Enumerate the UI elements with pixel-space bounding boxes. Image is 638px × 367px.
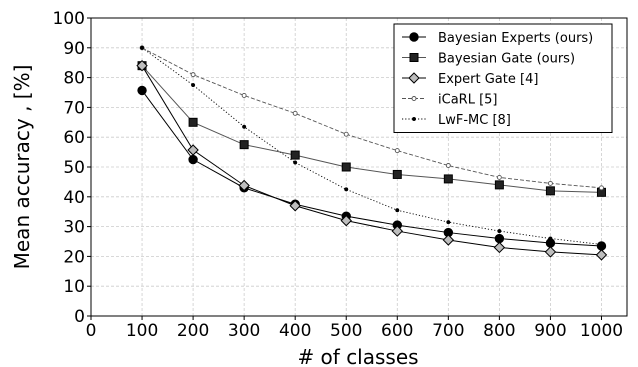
data-point: [392, 169, 402, 179]
data-point: [547, 180, 553, 186]
x-tick-label: 1000: [580, 321, 623, 341]
series-line: [141, 47, 602, 245]
data-point: [136, 59, 148, 72]
x-tick-label: 900: [534, 321, 566, 341]
y-tick-label: 40: [63, 188, 85, 208]
data-point: [409, 32, 419, 42]
data-point: [445, 163, 451, 168]
data-point: [188, 154, 198, 165]
data-point: [496, 174, 502, 180]
x-tick-label: 600: [381, 321, 413, 341]
data-point: [344, 187, 349, 192]
series-3: [136, 59, 608, 261]
data-point: [411, 116, 417, 122]
legend-label: iCaRL [5]: [438, 93, 497, 108]
data-point: [599, 242, 604, 247]
series-line: [141, 65, 602, 256]
y-tick-label: 70: [63, 98, 85, 118]
x-tick-label: 0: [86, 321, 97, 341]
data-point: [494, 233, 505, 244]
data-point: [595, 249, 608, 261]
data-point: [191, 83, 196, 88]
x-tick-label: 700: [432, 321, 464, 341]
data-point: [241, 93, 247, 98]
data-point: [599, 185, 604, 191]
data-point: [290, 150, 300, 160]
axes: 0 100 200 300 400 500 600 700 800 900 1000 0 10 20 30 4…: [53, 9, 628, 341]
y-tick-label: 90: [63, 39, 85, 59]
data-point: [187, 144, 199, 156]
legend-label: Expert Gate [4]: [438, 72, 538, 87]
y-tick-label: 20: [63, 247, 85, 267]
legend: Bayesian Experts (ours) Bayesian Gate (ou…: [393, 23, 613, 133]
data-point: [242, 124, 247, 129]
data-point: [442, 234, 455, 246]
data-point: [238, 179, 250, 192]
data-point: [391, 225, 403, 237]
data-point: [343, 131, 349, 137]
data-point: [548, 236, 553, 241]
series-line: [141, 65, 602, 193]
data-point: [545, 186, 555, 196]
series-line: [141, 90, 602, 247]
x-tick-label: 300: [228, 321, 260, 341]
y-tick-label: 30: [63, 218, 85, 238]
data-point: [544, 246, 557, 258]
y-tick-label: 60: [63, 128, 85, 148]
data-point: [292, 110, 298, 116]
data-point: [340, 214, 352, 227]
data-point: [395, 208, 400, 213]
y-tick-label: 10: [63, 277, 85, 297]
data-point: [411, 96, 417, 101]
series-5: [139, 45, 604, 247]
y-tick-label: 50: [63, 158, 85, 178]
x-tick-label: 200: [177, 321, 209, 341]
series-layer: [136, 45, 608, 261]
legend-label: Bayesian Experts (ours): [438, 31, 593, 46]
series-line: [141, 47, 602, 189]
data-point: [409, 53, 419, 62]
data-point: [408, 72, 420, 84]
data-point: [137, 85, 147, 96]
data-point: [394, 148, 400, 154]
data-point: [497, 229, 502, 234]
data-point: [239, 140, 249, 150]
x-tick-label: 400: [279, 321, 311, 341]
data-point: [188, 117, 198, 127]
legend-label: LwF-MC [8]: [438, 113, 511, 128]
legend-label: Bayesian Gate (ours): [438, 52, 575, 67]
y-tick-label: 80: [63, 69, 85, 89]
x-tick-label: 500: [330, 321, 362, 341]
data-point: [139, 45, 145, 50]
y-axis-title: Mean accuracy , [%]: [10, 65, 34, 270]
legend-box: [393, 23, 613, 133]
data-point: [293, 160, 298, 165]
x-axis-title: # of classes: [297, 345, 418, 367]
data-point: [493, 241, 506, 254]
data-point: [289, 200, 301, 212]
data-point: [494, 180, 504, 190]
data-point: [446, 220, 451, 225]
data-point: [341, 162, 351, 172]
x-tick-label: 100: [126, 321, 158, 341]
y-tick-label: 0: [74, 307, 85, 327]
data-point: [190, 72, 196, 78]
data-point: [443, 174, 453, 184]
x-tick-label: 800: [483, 321, 515, 341]
y-tick-label: 100: [53, 9, 85, 29]
